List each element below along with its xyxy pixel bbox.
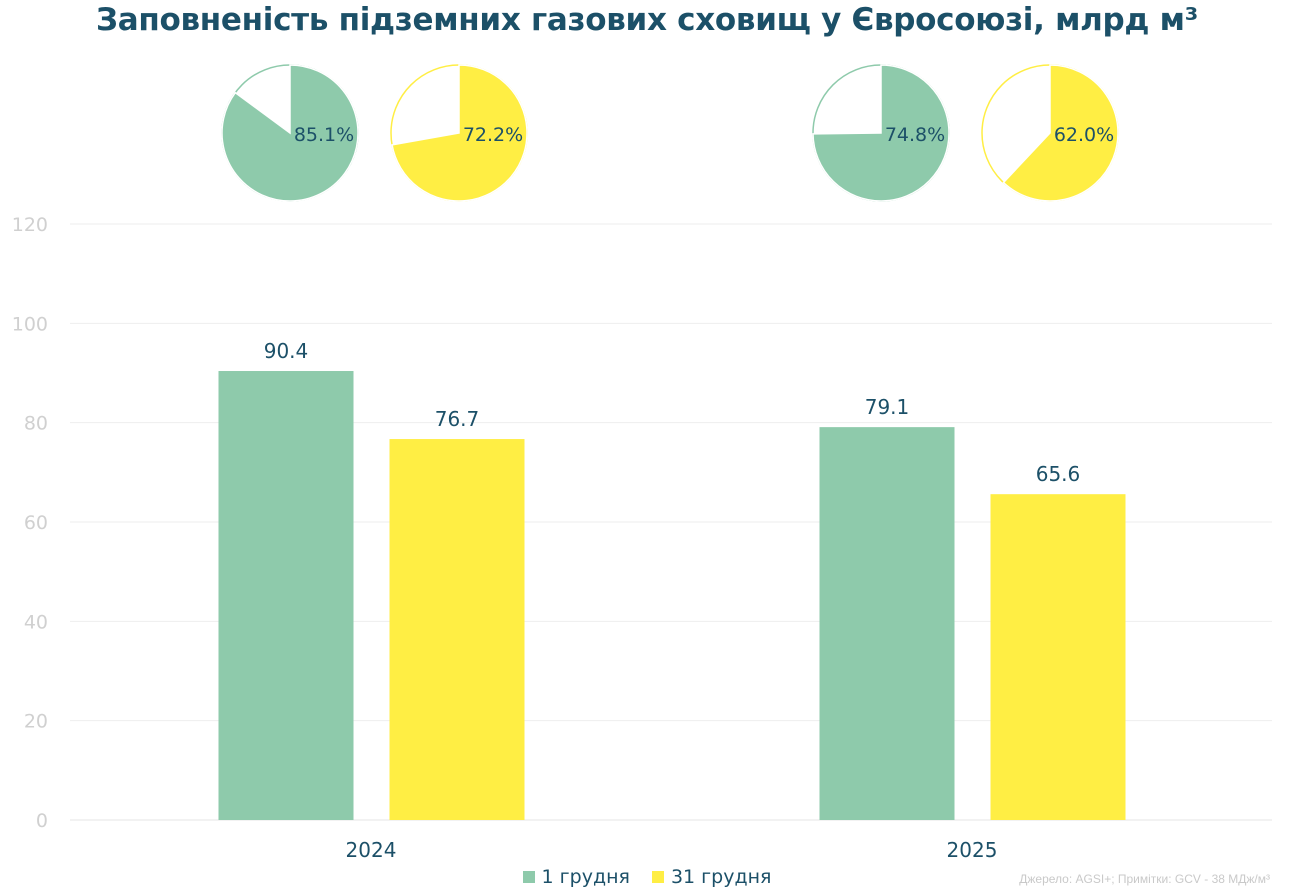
bar-2025-1 xyxy=(819,427,955,820)
y-tick-label-120: 120 xyxy=(12,214,48,236)
pie-label-2025-1: 74.8% xyxy=(885,124,945,146)
pie-label-2024-1: 85.1% xyxy=(294,124,354,146)
y-tick-label-20: 20 xyxy=(24,711,48,733)
y-tick-label-80: 80 xyxy=(24,413,48,435)
source-note: Джерело: AGSI+; Примітки: GCV - 38 МДж/м… xyxy=(1019,872,1270,886)
data-label-2024-2: 76.7 xyxy=(435,407,480,431)
legend-swatch-1 xyxy=(522,871,535,883)
legend-label-2: 31 грудня xyxy=(670,866,772,888)
data-label-2024-1: 90.4 xyxy=(264,339,309,363)
bar-2025-2 xyxy=(990,494,1126,820)
pie-slice-2025-2 xyxy=(1002,64,1119,202)
data-label-2025-1: 79.1 xyxy=(865,395,910,419)
pie-slice-2024-2 xyxy=(391,64,528,202)
y-tick-label-0: 0 xyxy=(36,810,48,832)
legend-item-2[interactable]: 31 грудня xyxy=(651,866,772,888)
chart-legend: 1 грудня 31 грудня xyxy=(0,866,1294,888)
pie-label-2025-2: 62.0% xyxy=(1054,124,1114,146)
chart-title: Заповненість підземних газових сховищ у … xyxy=(96,2,1198,38)
bar-2024-1 xyxy=(218,371,354,820)
pie-label-2024-2: 72.2% xyxy=(463,124,523,146)
y-tick-label-60: 60 xyxy=(24,512,48,534)
legend-item-1[interactable]: 1 грудня xyxy=(522,866,630,888)
data-label-2025-2: 65.6 xyxy=(1036,462,1081,486)
x-tick-label-2025: 2025 xyxy=(947,838,998,862)
y-tick-label-100: 100 xyxy=(12,313,48,335)
legend-label-1: 1 грудня xyxy=(541,866,630,888)
y-tick-label-40: 40 xyxy=(24,611,48,633)
pie-slice-2024-1 xyxy=(221,64,359,202)
pie-slice-2025-1 xyxy=(812,64,950,202)
bar-2024-2 xyxy=(389,439,525,820)
x-tick-label-2024: 2024 xyxy=(346,838,397,862)
legend-swatch-2 xyxy=(651,871,664,883)
